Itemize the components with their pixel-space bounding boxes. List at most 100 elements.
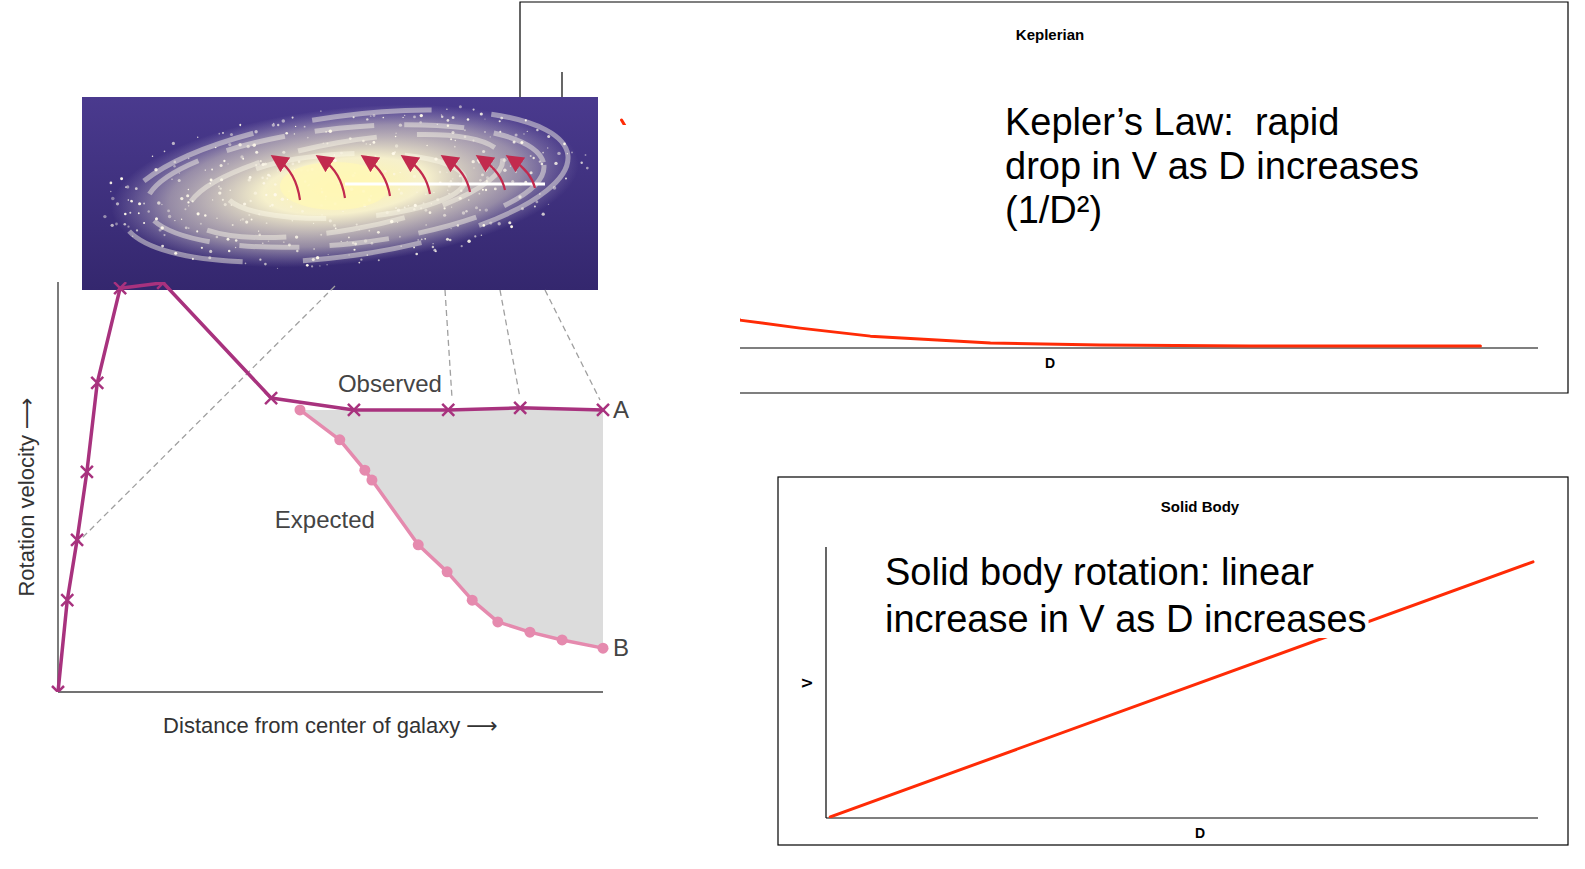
star	[110, 182, 113, 185]
star	[433, 192, 434, 193]
star	[500, 117, 503, 120]
star	[247, 145, 250, 148]
star	[354, 243, 357, 246]
star	[287, 199, 288, 200]
star	[321, 214, 322, 215]
star	[533, 157, 535, 159]
star	[224, 203, 227, 206]
star	[432, 243, 433, 244]
star	[479, 209, 481, 211]
star	[439, 171, 442, 174]
star	[132, 235, 134, 237]
star	[518, 195, 521, 198]
star	[429, 211, 432, 214]
star	[228, 143, 231, 146]
star	[280, 167, 283, 170]
star	[395, 144, 398, 147]
star	[252, 144, 255, 147]
annotation: Kepler’s Law: rapid	[1005, 101, 1339, 143]
star	[320, 234, 322, 236]
marker	[334, 434, 345, 445]
star	[358, 262, 360, 264]
arm	[180, 115, 510, 257]
series-line	[58, 283, 603, 692]
star	[364, 239, 368, 243]
star	[292, 220, 293, 221]
marker	[413, 539, 424, 550]
star	[530, 155, 532, 157]
star	[277, 170, 278, 171]
star	[125, 186, 127, 188]
star	[334, 159, 337, 162]
marker	[348, 404, 360, 416]
star	[161, 245, 164, 248]
star	[527, 131, 528, 132]
star	[245, 221, 248, 224]
star	[374, 155, 376, 157]
star	[482, 224, 485, 227]
star	[243, 202, 246, 205]
star	[116, 202, 119, 205]
star	[325, 131, 327, 133]
star	[274, 193, 277, 196]
star	[424, 209, 427, 212]
star	[306, 264, 309, 267]
star	[115, 223, 118, 226]
marker	[598, 643, 609, 654]
star	[245, 263, 247, 265]
star	[446, 238, 449, 241]
star	[472, 140, 474, 142]
star	[454, 146, 456, 148]
star	[220, 164, 223, 167]
star	[472, 160, 475, 163]
annotation: drop in V as D increases	[1005, 145, 1419, 187]
marker	[265, 392, 277, 404]
star	[451, 206, 452, 207]
star	[152, 155, 154, 157]
star	[424, 238, 426, 240]
star	[436, 198, 439, 201]
star	[212, 199, 213, 200]
star	[258, 233, 261, 236]
star	[135, 187, 138, 190]
star	[485, 208, 488, 211]
marker	[61, 594, 73, 606]
star	[541, 163, 544, 166]
star	[258, 230, 259, 231]
annotation: (1/D²)	[1005, 189, 1102, 231]
star	[200, 223, 202, 225]
star	[437, 124, 438, 125]
star	[413, 116, 416, 119]
star	[171, 178, 173, 180]
star	[228, 250, 231, 253]
arm	[223, 148, 466, 224]
star	[400, 192, 403, 195]
rotation-chart: ObservedExpectedABDistance from center o…	[14, 277, 629, 738]
star	[283, 241, 285, 243]
star	[288, 244, 291, 247]
marker	[557, 634, 568, 645]
star	[464, 129, 466, 131]
star	[571, 152, 573, 154]
star	[230, 133, 233, 136]
star	[323, 142, 324, 143]
star	[459, 175, 461, 177]
star	[334, 154, 336, 156]
star	[423, 202, 425, 204]
star	[382, 117, 384, 119]
marker	[514, 402, 526, 414]
star	[447, 125, 449, 127]
star	[449, 239, 452, 242]
star	[395, 133, 396, 134]
end-label: A	[613, 396, 629, 423]
guide-line	[500, 290, 520, 398]
star	[216, 236, 219, 239]
star	[222, 132, 224, 134]
star	[220, 178, 223, 181]
star	[397, 222, 398, 223]
star	[326, 142, 328, 144]
star	[196, 230, 198, 232]
star	[484, 131, 486, 133]
star	[210, 183, 212, 185]
star	[393, 173, 396, 176]
